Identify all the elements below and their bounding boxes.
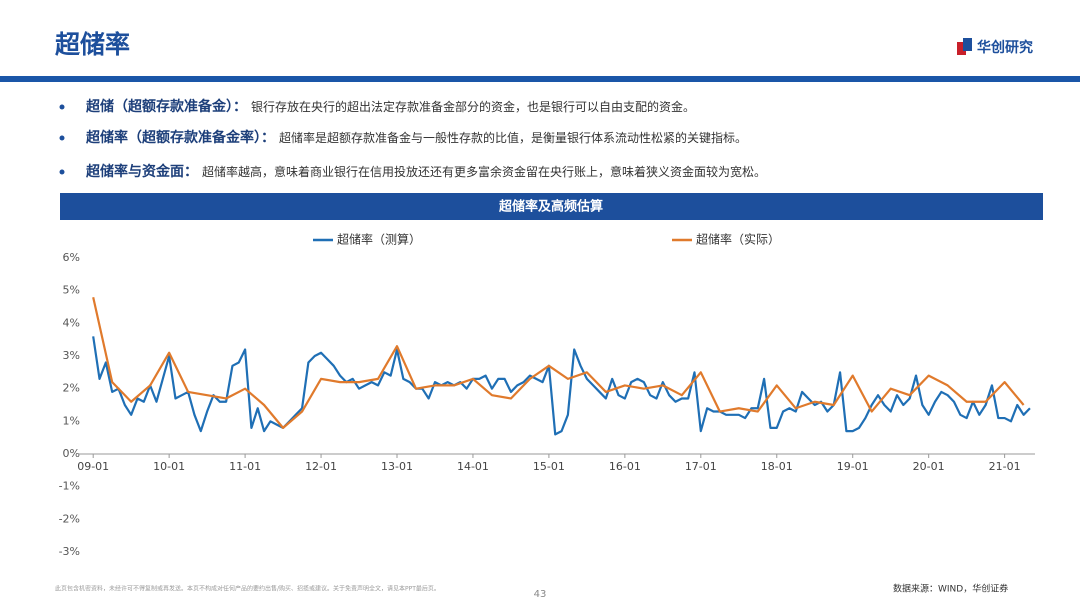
x-tick-label: 16-01: [609, 460, 641, 473]
x-tick-label: 09-01: [77, 460, 109, 473]
y-tick-label: 1%: [63, 414, 80, 427]
bullet: 超储率（超额存款准备金率）： 超储率是超额存款准备金与一般性存款的比值，是衡量银行…: [85, 129, 747, 146]
logo-text: 华创研究: [977, 39, 1033, 56]
disclaimer: 此页包含机密资料，未经许可不得复制或再发送。本页不构成对任何产品的要约出售/购买…: [55, 585, 440, 593]
y-tick-label: -3%: [59, 545, 80, 558]
logo-icon: [963, 38, 972, 51]
bullet-text: 超储率是超额存款准备金与一般性存款的比值，是衡量银行体系流动性松紧的关键指标。: [279, 130, 747, 145]
series-line: [92, 336, 1031, 436]
bullet-text: 超储率越高，意味着商业银行在信用投放还还有更多富余资金留在央行账上，意味着狭义资…: [202, 164, 766, 179]
bullet-text: 银行存放在央行的超出法定存款准备金部分的资金，也是银行可以自由支配的资金。: [251, 99, 695, 114]
bullet-dot: [59, 135, 65, 141]
x-tick-label: 14-01: [457, 460, 489, 473]
y-tick-label: 3%: [63, 349, 80, 362]
title: 超储率: [55, 30, 130, 59]
x-tick-label: 19-01: [837, 460, 869, 473]
y-tick-label: -1%: [59, 480, 80, 493]
x-tick-label: 18-01: [761, 460, 793, 473]
x-tick-label: 10-01: [153, 460, 185, 473]
bullet-list: 超储（超额存款准备金）： 银行存放在央行的超出法定存款准备金部分的资金，也是银行可…: [59, 98, 766, 180]
chart: -3% -2% -1% 0% 1% 2% 3% 4% 5% 6% 09-01 10-01 11-01 12…: [59, 232, 1035, 558]
x-tick-label: 15-01: [533, 460, 565, 473]
x-tick-label: 11-01: [229, 460, 261, 473]
y-tick-label: 4%: [63, 316, 80, 329]
legend-label: 超储率（测算）: [337, 232, 421, 247]
chart-header: [60, 193, 1043, 220]
x-tick-label: 20-01: [913, 460, 945, 473]
bullet-label: 超储率（超额存款准备金率）：: [85, 129, 275, 146]
y-tick-label: 2%: [63, 382, 80, 395]
legend-label: 超储率（实际）: [696, 232, 780, 247]
page-number: 43: [534, 589, 547, 600]
y-tick-label: -2%: [59, 512, 80, 525]
bullet-label: 超储（超额存款准备金）：: [85, 98, 247, 115]
chart-title: 超储率及高频估算: [499, 199, 603, 215]
bullet-label: 超储率与资金面：: [85, 163, 198, 180]
x-tick-label: 17-01: [685, 460, 717, 473]
x-tick-label: 21-01: [989, 460, 1021, 473]
series-line: [92, 296, 1025, 429]
x-tick-label: 12-01: [305, 460, 337, 473]
source: 数据来源：WIND，华创证券: [893, 583, 1008, 595]
x-tick-label: 13-01: [381, 460, 413, 473]
header-bar: [0, 76, 1080, 82]
logo-icon: [957, 42, 966, 55]
bullet: 超储率与资金面： 超储率越高，意味着商业银行在信用投放还还有更多富余资金留在央行账…: [85, 163, 766, 180]
y-tick-label: 5%: [63, 284, 80, 297]
y-tick-label: 0%: [63, 447, 80, 460]
bullet-dot: [59, 104, 65, 110]
bullet-dot: [59, 169, 65, 175]
y-tick-label: 6%: [63, 251, 80, 264]
bullet: 超储（超额存款准备金）： 银行存放在央行的超出法定存款准备金部分的资金，也是银行可…: [85, 98, 695, 115]
